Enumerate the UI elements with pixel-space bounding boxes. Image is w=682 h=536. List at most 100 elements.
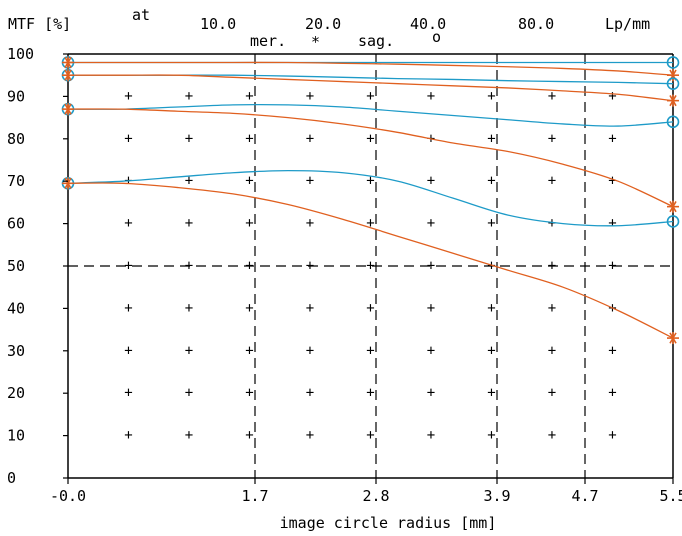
grid-dot: + [548,173,556,189]
grid-dot: + [548,258,556,274]
series-meridional-40-0-start-marker [62,103,74,116]
x-tick-label-5: 5.5 [659,487,682,505]
frequency-label-1: 10.0 [200,15,236,33]
meridional-marker: * [311,33,320,51]
grid-dot: + [548,131,556,147]
grid-dot: + [185,88,193,104]
x-axis-title: image circle radius [mm] [280,514,497,532]
grid-dot: + [487,131,495,147]
series-meridional-10-0-line [68,61,674,76]
series-meridional-20-0-end-marker [667,94,679,107]
y-tick-label-80: 80 [7,130,25,148]
grid-dot: + [366,258,374,274]
grid-dot: + [185,385,193,401]
grid-dot: + [245,173,253,189]
at-label: at [132,6,150,24]
grid-dot: + [608,385,616,401]
y-tick-label-50: 50 [7,257,25,275]
grid-dot: + [124,258,132,274]
y-tick-label-40: 40 [7,299,25,317]
y-tick-label-60: 60 [7,215,25,233]
grid-dot: + [306,131,314,147]
grid-dot: + [306,300,314,316]
x-tick-label-3: 3.9 [483,487,510,505]
grid-dot: + [366,88,374,104]
grid-dot: + [608,216,616,232]
grid-dot: + [548,88,556,104]
grid-dot: + [548,343,556,359]
series-sagittal-40-0-end-marker [666,115,680,129]
grid-dot: + [185,343,193,359]
grid-dot: + [245,131,253,147]
frequency-label-3: 40.0 [410,15,446,33]
series-sagittal-40-0-line [67,103,674,127]
grid-dot: + [487,173,495,189]
grid-dot: + [306,216,314,232]
grid-dot: + [245,343,253,359]
series-meridional-80-0-end-marker [667,332,679,345]
grid-dot: + [487,258,495,274]
x-tick-label-1: 1.7 [241,487,268,505]
grid-dot: + [185,300,193,316]
grid-dot: + [124,88,132,104]
grid-dot: + [366,131,374,147]
grid-dot: + [427,88,435,104]
x-tick-label-0: -0.0 [50,487,86,505]
grid-dot: + [608,173,616,189]
grid-dot: + [427,385,435,401]
sagittal-marker: o [432,28,441,46]
grid-dot: + [548,428,556,444]
grid-dot: + [124,343,132,359]
grid-dot: + [245,300,253,316]
grid-dot: + [185,258,193,274]
grid-dot: + [366,343,374,359]
grid-dot: + [487,343,495,359]
series-meridional-80-0-line [67,182,674,339]
grid-dot: + [487,88,495,104]
y-unit-label: MTF [%] [8,15,71,33]
grid-dot: + [124,131,132,147]
y-tick-label-0: 0 [7,469,16,487]
grid-dot: + [548,300,556,316]
grid-layer: + + + + + + + + + + + + + + + + + + + + + + + + + + + + + + + + + + + + + + + +… [68,54,673,478]
grid-dot: + [366,300,374,316]
grid-dot: + [548,216,556,232]
grid-dot: + [124,428,132,444]
grid-dot: + [366,216,374,232]
grid-dot: + [306,88,314,104]
grid-dot: + [608,428,616,444]
grid-dot: + [427,300,435,316]
grid-dot: + [608,131,616,147]
grid-dot: + [185,428,193,444]
grid-dot: + [306,428,314,444]
grid-dot: + [487,300,495,316]
series-meridional-80-0-start-marker [62,177,74,190]
grid-dot: + [487,428,495,444]
series-meridional-20-0-line [67,74,674,102]
series-sagittal-80-0-line [67,169,674,227]
frequency-label-4: 80.0 [518,15,554,33]
grid-dot: + [366,385,374,401]
series-layer [67,61,674,339]
series-meridional-20-0-start-marker [62,69,74,82]
meridional-label: mer. [250,32,286,50]
grid-dot: + [427,343,435,359]
grid-dot: + [245,216,253,232]
grid-dot: + [124,300,132,316]
grid-dot: + [245,258,253,274]
grid-dot: + [185,173,193,189]
grid-dot: + [124,385,132,401]
series-meridional-40-0-end-marker [667,200,679,213]
grid-dot: + [366,173,374,189]
series-sagittal-10-0-end-marker [666,56,680,69]
grid-dot: + [185,131,193,147]
series-meridional-40-0-line [67,108,674,208]
y-tick-label-90: 90 [7,87,25,105]
grid-dot: + [427,428,435,444]
grid-dot: + [306,258,314,274]
grid-dot: + [306,173,314,189]
series-meridional-10-0-start-marker [62,56,74,69]
series-sagittal-80-0-end-marker [666,215,680,228]
grid-dot: + [608,343,616,359]
grid-dot: + [427,216,435,232]
